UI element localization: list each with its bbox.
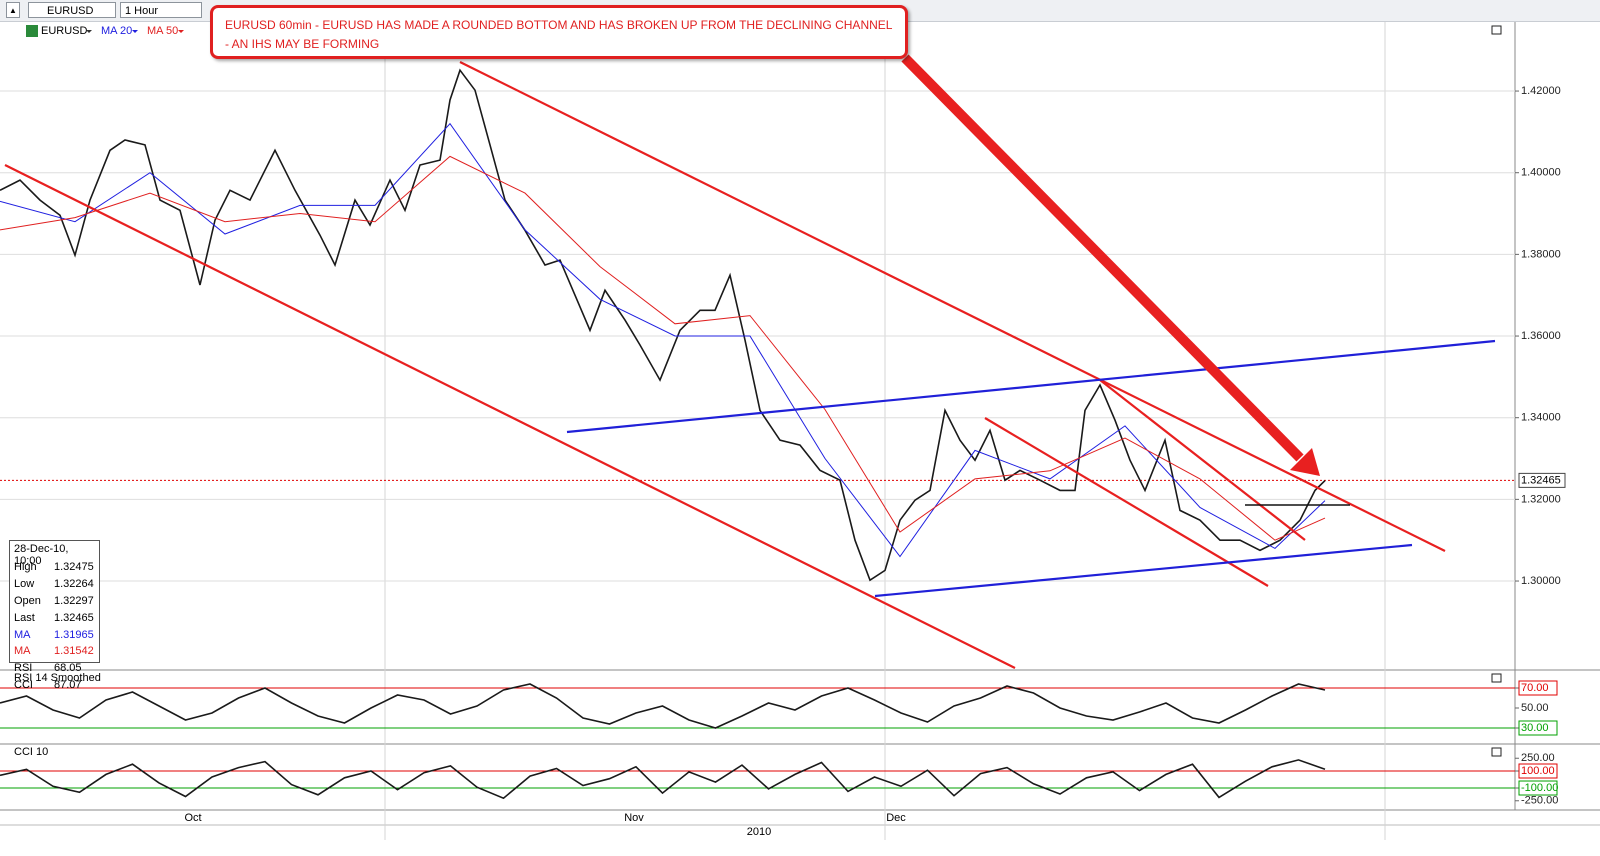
- info-row: RSI 68.05: [14, 660, 95, 677]
- info-value: 87.07: [54, 678, 82, 691]
- series-line: [0, 155, 1326, 541]
- panel-title: CCI 10: [14, 746, 48, 758]
- annotation-line: EURUSD 60min - EURUSD HAS MADE A ROUNDED…: [225, 18, 893, 32]
- x-year-label: 2010: [747, 826, 771, 838]
- legend-entry[interactable]: EURUSD: [41, 25, 88, 37]
- arrow-shaft: [901, 54, 1304, 462]
- info-row: CCI 87.07: [14, 677, 95, 694]
- symbol-text: EURUSD: [47, 5, 94, 17]
- dropdown-glyph: [178, 30, 184, 33]
- y-tick-label: 30.00: [1521, 722, 1549, 734]
- x-tick-label: Dec: [886, 812, 906, 824]
- info-label: Last: [14, 611, 35, 624]
- series-line: [0, 683, 1326, 729]
- y-tick-label: 1.30000: [1521, 575, 1561, 587]
- y-tick-label: 1.34000: [1521, 412, 1561, 424]
- annotation-line: - AN IHS MAY BE FORMING: [225, 37, 380, 51]
- y-tick-label: 1.36000: [1521, 330, 1561, 342]
- dropdown-glyph: [132, 30, 138, 33]
- annotation-box: EURUSD 60min - EURUSD HAS MADE A ROUNDED…: [210, 5, 908, 59]
- info-label: CCI: [14, 678, 33, 691]
- info-label: Low: [14, 578, 35, 591]
- tick-label-box: [1518, 763, 1558, 779]
- info-label: Open: [14, 594, 41, 607]
- maximize-button[interactable]: [1491, 25, 1502, 35]
- trend-lines: [4, 61, 1496, 669]
- info-label: RSI: [14, 662, 33, 675]
- info-value: 1.32465: [54, 611, 94, 624]
- series-line: [0, 68, 1326, 582]
- y-tick-label: 250.00: [1521, 752, 1555, 764]
- info-value: 1.32264: [54, 578, 94, 591]
- info-value: 1.31542: [54, 645, 94, 658]
- info-row: MA 1.31965: [14, 626, 95, 643]
- series-line: [0, 122, 1326, 558]
- y-tick-label: -250.00: [1521, 795, 1558, 807]
- symbol-icon: [26, 25, 38, 37]
- support-line: [566, 339, 1496, 434]
- info-row: Low 1.32264: [14, 576, 95, 593]
- info-row: Last 1.32465: [14, 609, 95, 626]
- info-row: Open 1.32297: [14, 593, 95, 610]
- tick-label-box: [1518, 780, 1558, 796]
- maximize-button[interactable]: [1491, 673, 1502, 683]
- y-tick-label: 70.00: [1521, 682, 1549, 694]
- info-date: 28-Dec-10, 10:00: [14, 543, 69, 567]
- last-price-box: [1518, 472, 1566, 488]
- info-label: MA: [14, 628, 31, 641]
- interval-text: 1 Hour: [125, 5, 159, 17]
- support-line: [874, 543, 1413, 598]
- info-label: High: [14, 561, 37, 574]
- collapse-button[interactable]: ▲: [6, 2, 20, 18]
- info-row: MA 1.31542: [14, 643, 95, 660]
- info-box: 28-Dec-10, 10:00 High 1.32475 Low 1.32264 Op…: [9, 540, 100, 691]
- legend: EURUSD MA 20 MA 50: [26, 25, 184, 37]
- info-value: 68.05: [54, 662, 82, 675]
- callout-arrow: [901, 54, 1320, 476]
- interval-select[interactable]: 1 Hour: [120, 2, 202, 18]
- series-line: [0, 759, 1326, 800]
- y-tick-label: 1.32000: [1521, 493, 1561, 505]
- y-tick-label: 1.38000: [1521, 248, 1561, 260]
- info-value: 1.32475: [54, 561, 94, 574]
- info-value: 1.31965: [54, 628, 94, 641]
- info-value: 1.32297: [54, 594, 94, 607]
- info-row: High 1.32475: [14, 559, 95, 576]
- legend-entry[interactable]: MA 50: [147, 25, 178, 37]
- plot-layer: Oct Nov Dec 2010 1.30000 1.32000 1.34000 1.3600…: [0, 20, 1566, 840]
- dropdown-glyph: [86, 30, 92, 33]
- maximize-button[interactable]: [1491, 747, 1502, 757]
- x-tick-label: Nov: [624, 812, 644, 824]
- channel-line: [4, 164, 1016, 669]
- x-tick-label: Oct: [184, 812, 201, 824]
- y-tick-label: 100.00: [1521, 765, 1555, 777]
- info-label: MA: [14, 645, 31, 658]
- y-tick-label: 1.42000: [1521, 85, 1561, 97]
- tick-label-box: [1518, 720, 1558, 736]
- channel-line: [1099, 379, 1306, 541]
- y-tick-label: -100.00: [1521, 782, 1558, 794]
- channel-line: [459, 61, 1446, 552]
- channel-line: [984, 417, 1269, 587]
- panel-title: RSI 14 Smoothed: [14, 672, 101, 684]
- legend-entry[interactable]: MA 20: [101, 25, 132, 37]
- y-tick-label: 1.40000: [1521, 167, 1561, 179]
- arrow-head: [1290, 448, 1320, 476]
- tick-label-box: [1518, 680, 1558, 696]
- symbol-input[interactable]: EURUSD: [28, 2, 116, 18]
- last-price-label: 1.32465: [1521, 474, 1561, 486]
- y-tick-label: 50.00: [1521, 702, 1549, 714]
